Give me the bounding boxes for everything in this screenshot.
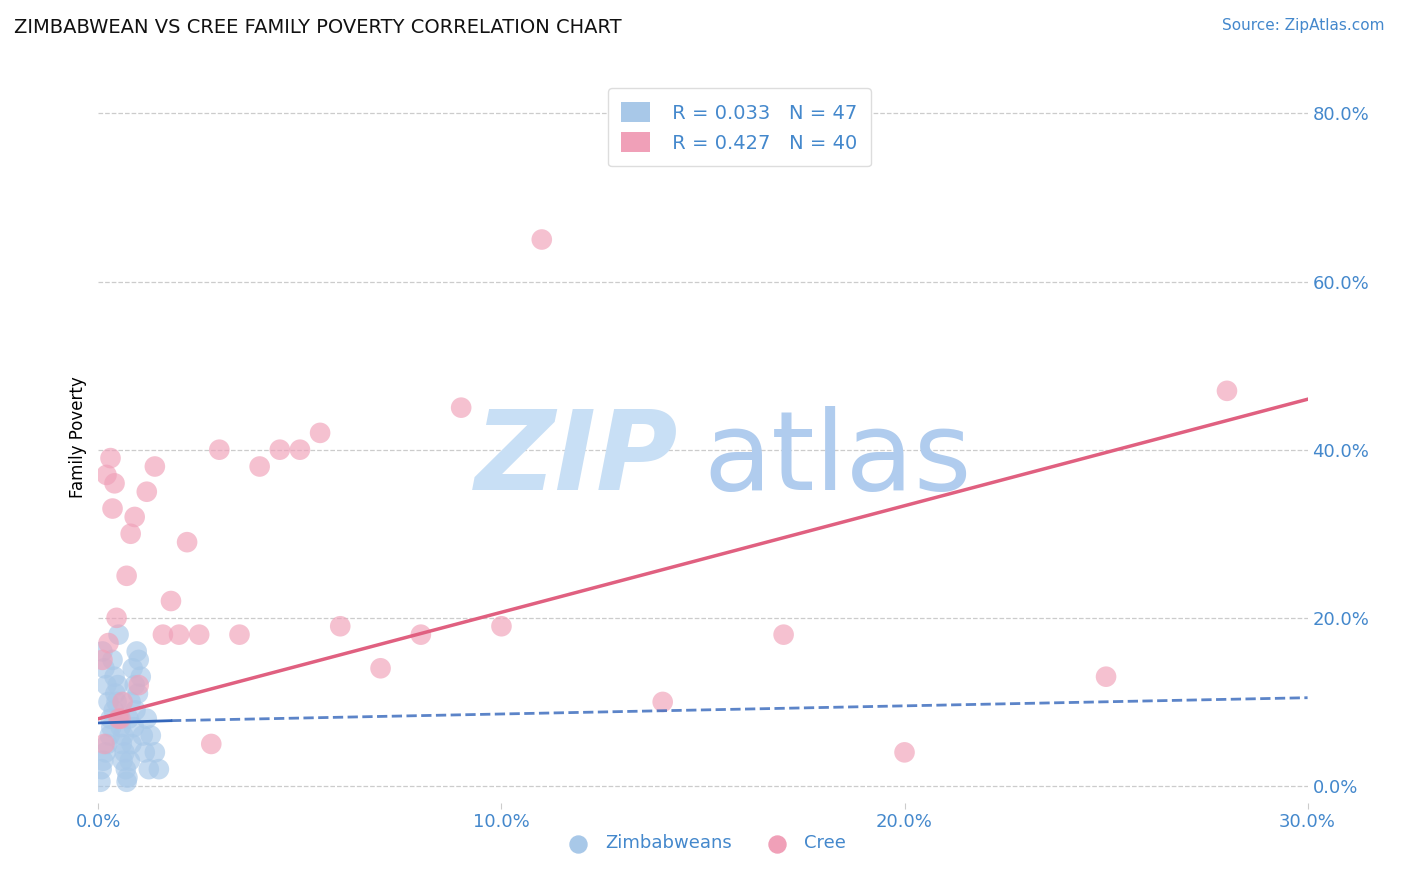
Point	[135, 484, 157, 499]
Point	[97, 695, 120, 709]
Text: ZIP: ZIP	[475, 406, 679, 513]
Point	[129, 670, 152, 684]
Point	[118, 712, 141, 726]
Point	[97, 636, 120, 650]
Point	[772, 627, 794, 641]
Point	[100, 712, 122, 726]
Point	[98, 729, 121, 743]
Point	[309, 425, 332, 440]
Point	[1095, 670, 1118, 684]
Point	[118, 754, 141, 768]
Point	[143, 745, 166, 759]
Point	[111, 695, 134, 709]
Point	[101, 501, 124, 516]
Point	[120, 526, 142, 541]
Y-axis label: Family Poverty: Family Poverty	[69, 376, 87, 498]
Point	[115, 774, 138, 789]
Point	[107, 712, 129, 726]
Point	[893, 745, 915, 759]
Point	[329, 619, 352, 633]
Legend: Zimbabweans, Cree: Zimbabweans, Cree	[553, 827, 853, 860]
Point	[115, 569, 138, 583]
Point	[122, 720, 145, 734]
Point	[124, 678, 146, 692]
Point	[110, 720, 132, 734]
Point	[269, 442, 291, 457]
Point	[107, 627, 129, 641]
Point	[128, 678, 150, 692]
Point	[96, 467, 118, 482]
Point	[96, 678, 118, 692]
Point	[112, 729, 135, 743]
Point	[134, 745, 156, 759]
Point	[91, 644, 114, 658]
Point	[103, 670, 125, 684]
Point	[450, 401, 472, 415]
Point	[105, 695, 128, 709]
Point	[167, 627, 190, 641]
Point	[124, 703, 146, 717]
Text: ZIMBABWEAN VS CREE FAMILY POVERTY CORRELATION CHART: ZIMBABWEAN VS CREE FAMILY POVERTY CORREL…	[14, 18, 621, 37]
Point	[491, 619, 513, 633]
Point	[100, 451, 122, 466]
Point	[530, 233, 553, 247]
Point	[139, 729, 162, 743]
Point	[108, 712, 131, 726]
Point	[249, 459, 271, 474]
Point	[110, 712, 132, 726]
Point	[135, 712, 157, 726]
Point	[188, 627, 211, 641]
Point	[1216, 384, 1239, 398]
Point	[228, 627, 250, 641]
Point	[125, 644, 148, 658]
Point	[103, 703, 125, 717]
Point	[111, 737, 134, 751]
Point	[101, 653, 124, 667]
Point	[93, 737, 115, 751]
Point	[121, 737, 143, 751]
Point	[114, 762, 136, 776]
Point	[370, 661, 392, 675]
Point	[93, 661, 115, 675]
Point	[127, 686, 149, 700]
Point	[152, 627, 174, 641]
Point	[94, 745, 117, 759]
Point	[128, 653, 150, 667]
Point	[90, 762, 112, 776]
Point	[114, 745, 136, 759]
Point	[124, 510, 146, 524]
Point	[96, 737, 118, 751]
Point	[89, 774, 111, 789]
Point	[100, 720, 122, 734]
Point	[208, 442, 231, 457]
Point	[200, 737, 222, 751]
Point	[120, 695, 142, 709]
Text: Source: ZipAtlas.com: Source: ZipAtlas.com	[1222, 18, 1385, 33]
Point	[105, 611, 128, 625]
Point	[288, 442, 311, 457]
Point	[409, 627, 432, 641]
Point	[132, 729, 155, 743]
Point	[91, 754, 114, 768]
Point	[104, 686, 127, 700]
Point	[138, 762, 160, 776]
Point	[148, 762, 170, 776]
Point	[651, 695, 673, 709]
Point	[111, 754, 134, 768]
Point	[91, 653, 114, 667]
Text: atlas: atlas	[703, 406, 972, 513]
Point	[160, 594, 183, 608]
Point	[143, 459, 166, 474]
Point	[107, 678, 129, 692]
Point	[176, 535, 198, 549]
Point	[117, 771, 139, 785]
Point	[103, 476, 125, 491]
Point	[121, 661, 143, 675]
